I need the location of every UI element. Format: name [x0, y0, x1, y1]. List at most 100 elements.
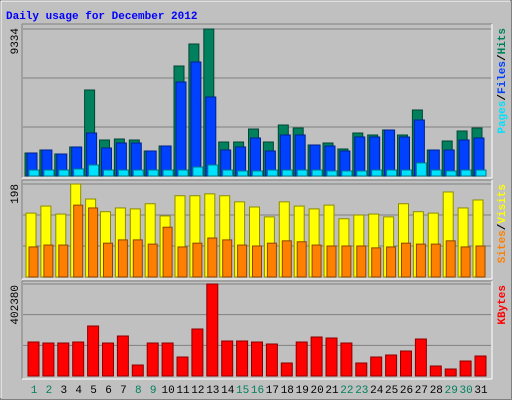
bar: [415, 162, 427, 177]
bar: [385, 354, 398, 377]
bar: [460, 169, 472, 177]
bar: [252, 245, 262, 278]
bar: [147, 169, 159, 177]
bar: [87, 325, 100, 377]
bar: [132, 169, 144, 177]
bar: [371, 247, 382, 278]
bar: [460, 246, 471, 278]
bar: [88, 164, 100, 177]
bar: [415, 243, 426, 278]
bar: [444, 368, 457, 377]
y-tick-label: 198: [10, 184, 22, 204]
bar: [131, 364, 144, 377]
x-tick-label: 17: [266, 385, 279, 397]
bar: [250, 137, 261, 177]
x-tick-label: 28: [430, 385, 443, 397]
bar: [341, 170, 353, 177]
bar: [43, 244, 54, 278]
y-tick-label: 9334: [10, 28, 22, 55]
bar: [326, 170, 338, 177]
bar: [401, 242, 411, 278]
bar: [146, 342, 159, 377]
bar: [355, 362, 368, 377]
bar: [73, 204, 84, 278]
bar: [205, 96, 217, 177]
bar: [281, 240, 292, 278]
bar: [281, 169, 293, 177]
bar: [237, 244, 248, 278]
bar: [162, 169, 174, 177]
bar: [340, 342, 353, 377]
bar: [221, 340, 234, 377]
bar: [147, 243, 158, 278]
bar: [265, 343, 278, 377]
bar: [57, 342, 70, 377]
x-tick-label: 19: [296, 385, 309, 397]
bar: [414, 338, 427, 377]
legend-entry: KBytes: [497, 285, 509, 325]
x-tick-label: 26: [400, 385, 413, 397]
bar: [295, 341, 308, 377]
legend: Sites/Visits: [497, 184, 509, 263]
bar: [206, 283, 219, 377]
x-tick-label: 8: [135, 385, 142, 397]
x-tick-label: 22: [340, 385, 353, 397]
y-tick-label: 402380: [10, 285, 22, 325]
legend: Pages/Files/Hits: [497, 28, 509, 134]
bar: [445, 170, 457, 177]
bar: [222, 239, 233, 278]
x-tick-label: 14: [221, 385, 235, 397]
legend-entry: Hits: [497, 28, 509, 54]
x-tick-label: 20: [310, 385, 323, 397]
legend-entry: Pages: [497, 101, 509, 134]
bar: [177, 246, 188, 278]
bar: [371, 169, 383, 177]
bar: [27, 341, 40, 377]
x-tick-label: 3: [60, 385, 67, 397]
bar: [58, 169, 70, 177]
bar: [162, 226, 173, 278]
bar: [475, 245, 486, 278]
x-tick-label: 29: [445, 385, 458, 397]
bar: [88, 207, 99, 278]
bar: [266, 242, 277, 278]
legend-separator: /: [497, 94, 509, 101]
bar: [132, 239, 143, 278]
bar: [176, 356, 189, 377]
bar: [430, 243, 441, 278]
bar: [42, 342, 55, 377]
bar: [72, 341, 85, 377]
bar: [311, 244, 322, 278]
bar: [429, 365, 442, 377]
bar: [386, 246, 397, 278]
x-tick-label: 5: [90, 385, 97, 397]
bar: [102, 342, 114, 377]
bar: [192, 242, 203, 278]
bar: [103, 242, 113, 278]
bar: [459, 360, 472, 377]
bar: [191, 328, 204, 377]
x-tick-label: 21: [325, 385, 339, 397]
x-tick-label: 7: [120, 385, 127, 397]
bar: [325, 337, 338, 377]
bar: [237, 170, 249, 177]
bar: [280, 362, 293, 377]
legend-separator: /: [497, 54, 509, 61]
bar: [161, 342, 174, 377]
x-tick-label: 23: [355, 385, 368, 397]
legend-entry: Sites: [497, 230, 509, 263]
x-tick-label: 2: [46, 385, 53, 397]
bar: [386, 169, 398, 177]
legend-entry: Files: [497, 61, 509, 94]
bar: [430, 169, 442, 177]
x-tick-label: 10: [161, 385, 174, 397]
x-tick-label: 24: [370, 385, 384, 397]
bar: [326, 245, 337, 278]
bar: [296, 241, 307, 278]
bar: [266, 169, 278, 177]
bar: [356, 170, 368, 177]
bar: [341, 245, 352, 278]
bar: [252, 170, 263, 177]
bar: [175, 81, 187, 177]
